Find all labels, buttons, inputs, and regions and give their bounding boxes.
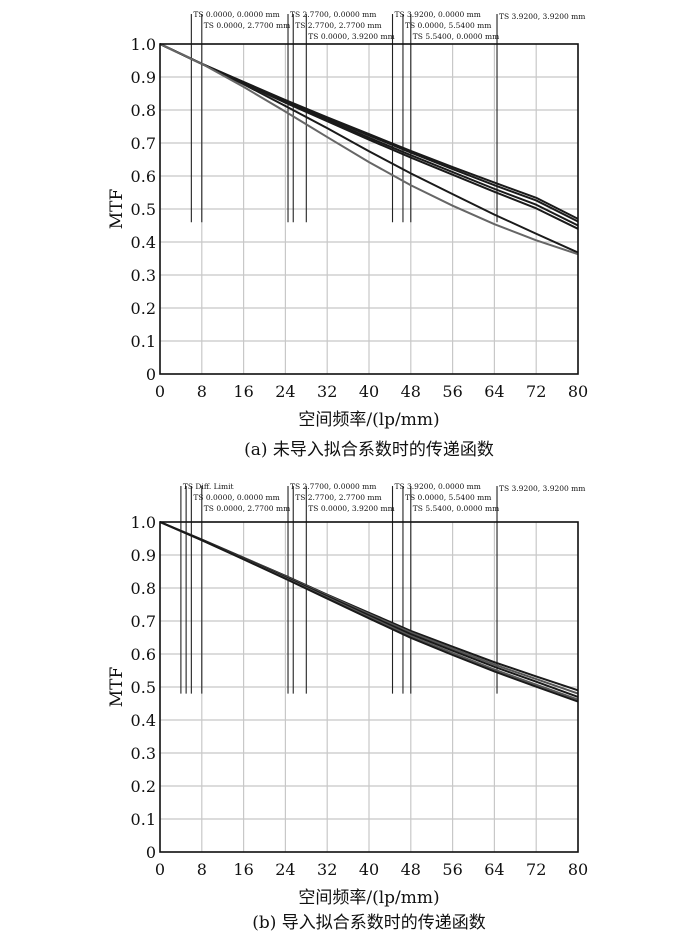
legend-label: TS 5.5400, 0.0000 mm bbox=[413, 504, 499, 513]
legend: TS 0.0000, 0.0000 mm TS 0.0000, 2.7700 mm… bbox=[190, 10, 585, 223]
legend-label: TS 0.0000, 0.0000 mm bbox=[193, 10, 279, 19]
y-tick-label: 0.9 bbox=[131, 68, 156, 87]
y-tick-label: 0.6 bbox=[131, 645, 156, 664]
legend-label: TS 0.0000, 2.7700 mm bbox=[204, 504, 290, 513]
legend-label: TS 2.7700, 2.7700 mm bbox=[295, 493, 381, 502]
x-tick-label: 24 bbox=[275, 860, 295, 879]
x-tick-label: 56 bbox=[442, 860, 462, 879]
mtf-chart-a: TS 0.0000, 0.0000 mm TS 0.0000, 2.7700 mm… bbox=[107, 10, 588, 430]
grid bbox=[159, 521, 579, 853]
y-tick-label: 0.2 bbox=[131, 299, 156, 318]
y-axis-title: MTF bbox=[107, 667, 127, 708]
x-tick-label: 0 bbox=[155, 860, 165, 879]
x-tick-label: 16 bbox=[233, 860, 253, 879]
x-tick-label: 80 bbox=[568, 860, 588, 879]
x-tick-label: 16 bbox=[233, 382, 253, 401]
plot-frame bbox=[159, 43, 579, 375]
y-tick-label: 0.3 bbox=[131, 744, 156, 763]
series-group bbox=[159, 43, 579, 256]
y-tick-label: 0.2 bbox=[131, 777, 156, 796]
y-tick-label: 0.1 bbox=[131, 332, 156, 351]
legend-label: TS Diff. Limit bbox=[183, 482, 234, 491]
y-tick-label: 0.4 bbox=[131, 711, 156, 730]
x-tick-label: 0 bbox=[155, 382, 165, 401]
legend-label: TS 3.9200, 0.0000 mm bbox=[395, 482, 481, 491]
x-tick-label: 32 bbox=[317, 382, 337, 401]
legend-label: TS 2.7700, 2.7700 mm bbox=[295, 21, 381, 30]
y-tick-label: 0.6 bbox=[131, 167, 156, 186]
y-tick-label: 0.1 bbox=[131, 810, 156, 829]
y-tick-label: 0.9 bbox=[131, 546, 156, 565]
x-tick-label: 72 bbox=[526, 860, 546, 879]
x-axis-title: 空间频率/(lp/mm) bbox=[298, 410, 439, 430]
x-tick-label: 8 bbox=[197, 860, 207, 879]
legend-label: TS 5.5400, 0.0000 mm bbox=[413, 32, 499, 41]
y-tick-label: 0.5 bbox=[131, 678, 156, 697]
legend-label: TS 2.7700, 0.0000 mm bbox=[290, 482, 376, 491]
y-tick-label: 0.7 bbox=[131, 612, 156, 631]
y-tick-label: 0.4 bbox=[131, 233, 156, 252]
series-line bbox=[159, 43, 579, 254]
x-tick-label: 24 bbox=[275, 382, 295, 401]
x-tick-label: 8 bbox=[197, 382, 207, 401]
legend-label: TS 0.0000, 3.9200 mm bbox=[308, 504, 394, 513]
x-tick-label: 48 bbox=[401, 860, 421, 879]
x-tick-label: 40 bbox=[359, 860, 379, 879]
x-tick-label: 64 bbox=[484, 860, 504, 879]
grid bbox=[159, 43, 579, 375]
series-line bbox=[159, 43, 579, 256]
legend-label: TS 0.0000, 2.7700 mm bbox=[204, 21, 290, 30]
y-tick-label: 0.7 bbox=[131, 134, 156, 153]
x-tick-label: 48 bbox=[401, 382, 421, 401]
x-tick-label: 32 bbox=[317, 860, 337, 879]
legend-label: TS 2.7700, 0.0000 mm bbox=[290, 10, 376, 19]
x-axis-title: 空间频率/(lp/mm) bbox=[298, 888, 439, 908]
legend-label: TS 3.9200, 0.0000 mm bbox=[395, 10, 481, 19]
legend-label: TS 3.9200, 3.9200 mm bbox=[499, 12, 585, 21]
legend: TS Diff. Limit TS 0.0000, 0.0000 mm TS 0.0… bbox=[180, 482, 585, 694]
mtf-chart-b: TS Diff. Limit TS 0.0000, 0.0000 mm TS 0.0… bbox=[107, 482, 588, 908]
y-tick-label: 0.3 bbox=[131, 266, 156, 285]
y-tick-label: 0.5 bbox=[131, 200, 156, 219]
legend-label: TS 0.0000, 5.5400 mm bbox=[405, 493, 491, 502]
plot-frame bbox=[159, 521, 579, 853]
legend-label: TS 0.0000, 5.5400 mm bbox=[405, 21, 491, 30]
y-tick-label: 0 bbox=[146, 365, 156, 384]
y-tick-label: 0 bbox=[146, 843, 156, 862]
y-tick-label: 0.8 bbox=[131, 579, 156, 598]
ticks: 0 8 16 24 32 40 48 56 64 72 80 0 0.1 0.2 0.3 0.4 0.5 0.6 0… bbox=[131, 35, 589, 401]
caption-b: (b) 导入拟合系数时的传递函数 bbox=[252, 913, 486, 933]
caption-a: (a) 未导入拟合系数时的传递函数 bbox=[244, 440, 494, 460]
ticks: 0 8 16 24 32 40 48 56 64 72 80 0 0.1 0.2 0.3 0.4 0.5 0.6 0… bbox=[131, 513, 589, 879]
series-line bbox=[159, 521, 579, 703]
legend-label: TS 0.0000, 0.0000 mm bbox=[193, 493, 279, 502]
y-axis-title: MTF bbox=[107, 189, 127, 230]
y-tick-label: 1.0 bbox=[131, 513, 156, 532]
legend-label: TS 0.0000, 3.9200 mm bbox=[308, 32, 394, 41]
x-tick-label: 64 bbox=[484, 382, 504, 401]
x-tick-label: 40 bbox=[359, 382, 379, 401]
x-tick-label: 72 bbox=[526, 382, 546, 401]
x-tick-label: 56 bbox=[442, 382, 462, 401]
y-tick-label: 1.0 bbox=[131, 35, 156, 54]
legend-label: TS 3.9200, 3.9200 mm bbox=[499, 484, 585, 493]
y-tick-label: 0.8 bbox=[131, 101, 156, 120]
x-tick-label: 80 bbox=[568, 382, 588, 401]
series-group bbox=[159, 521, 579, 703]
